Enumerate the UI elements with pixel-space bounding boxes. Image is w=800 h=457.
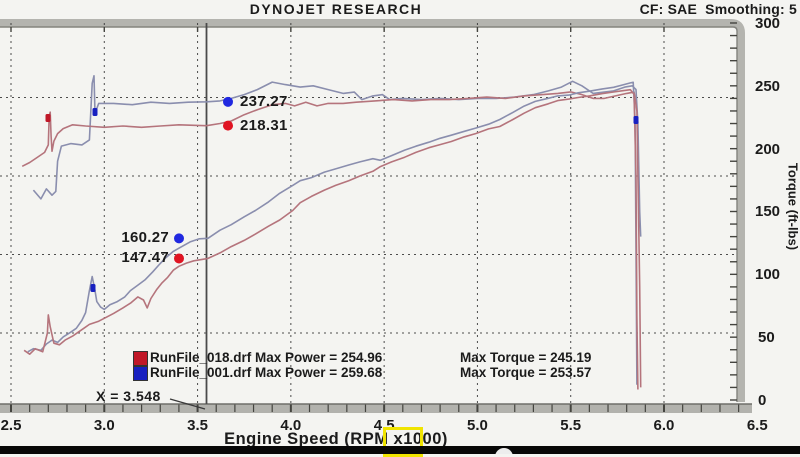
cursor-value-label: 237.27 — [240, 93, 288, 110]
legend-row-runfile-018: RunFile_018.drf Max Power = 254.96 Max T… — [133, 350, 693, 366]
trace-noise-blob — [91, 284, 96, 292]
curve-runfile_001-drf-torque — [33, 76, 640, 237]
torque-tick-label-300: 300 — [755, 15, 797, 32]
legend-text-run001-power: RunFile_001.drf Max Power = 259.68 — [150, 365, 382, 380]
video-player-blob[interactable] — [495, 448, 513, 454]
video-letterbox-bar — [0, 446, 800, 454]
cursor-x-readout: X = 3.548 — [96, 388, 161, 404]
x-tick-label-3.0: 3.0 — [89, 417, 119, 434]
torque-tick-label-50: 50 — [758, 329, 800, 346]
x-tick-label-2.5: 2.5 — [0, 417, 26, 434]
legend-row-runfile-001: RunFile_001.drf Max Power = 259.68 Max T… — [133, 365, 693, 381]
cursor-value-dot — [223, 97, 233, 107]
cursor-value-dot — [174, 253, 184, 263]
legend-swatch-red — [133, 351, 148, 366]
torque-tick-label-0: 0 — [758, 392, 800, 409]
legend-swatch-blue — [133, 366, 148, 381]
x-tick-label-6.0: 6.0 — [649, 417, 679, 434]
legend-text-run018-torque: Max Torque = 245.19 — [460, 350, 591, 365]
trace-noise-blob — [46, 114, 51, 122]
legend-text-run018-power: RunFile_018.drf Max Power = 254.96 — [150, 350, 382, 365]
torque-tick-label-250: 250 — [755, 78, 797, 95]
cursor-value-dot — [174, 233, 184, 243]
x-tick-label-5.5: 5.5 — [556, 417, 586, 434]
cursor-value-label: 160.27 — [114, 229, 169, 246]
cursor-value-label: 147.47 — [114, 249, 169, 266]
gridlines — [0, 23, 737, 404]
trace-noise-blob — [634, 116, 639, 124]
torque-axis-label: Torque (ft-lbs) — [786, 142, 800, 272]
legend-text-run001-torque: Max Torque = 253.57 — [460, 365, 591, 380]
cursor-value-dot — [223, 121, 233, 131]
cursor-value-label: 218.31 — [240, 117, 288, 134]
x-tick-label-6.5: 6.5 — [742, 417, 772, 434]
trace-noise-blob — [93, 108, 98, 116]
